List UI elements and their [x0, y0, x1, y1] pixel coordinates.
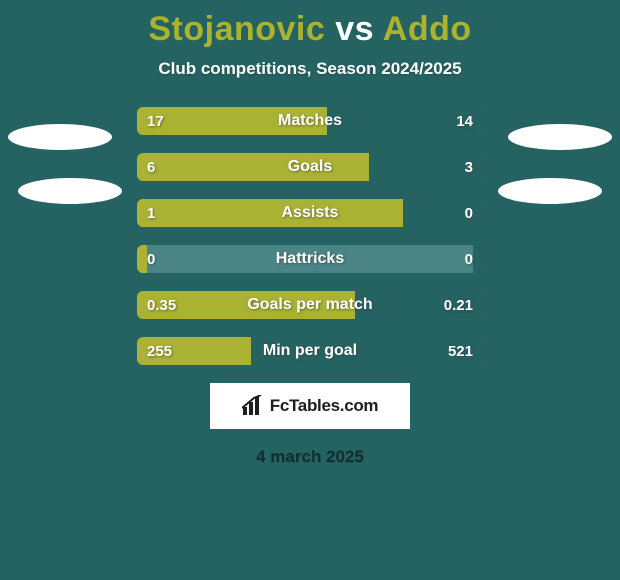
bar-right: [355, 291, 483, 319]
deco-ellipse: [18, 178, 122, 204]
bar-left: [137, 199, 403, 227]
bar-right: [403, 199, 483, 227]
comparison-infographic: Stojanovic vs Addo Club competitions, Se…: [0, 0, 620, 580]
stat-value-left: 0: [147, 245, 155, 273]
date-line: 4 march 2025: [0, 447, 620, 467]
player1-name: Stojanovic: [148, 10, 325, 48]
deco-ellipse: [8, 124, 112, 150]
stat-row: 10Assists: [137, 199, 483, 227]
deco-ellipse: [498, 178, 602, 204]
player2-name: Addo: [383, 10, 472, 48]
bar-right: [369, 153, 483, 181]
bar-right: [327, 107, 483, 135]
bar-left: [137, 245, 147, 273]
stat-row: 1714Matches: [137, 107, 483, 135]
branding-badge: FcTables.com: [210, 383, 410, 429]
branding-chart-icon: [242, 395, 264, 417]
bar-left: [137, 291, 355, 319]
stat-row: 63Goals: [137, 153, 483, 181]
bar-left: [137, 153, 369, 181]
bar-left: [137, 337, 251, 365]
stat-label: Hattricks: [137, 245, 483, 273]
stat-row: 255521Min per goal: [137, 337, 483, 365]
page-title: Stojanovic vs Addo: [0, 0, 620, 49]
deco-ellipse: [508, 124, 612, 150]
stat-row: 0.350.21Goals per match: [137, 291, 483, 319]
bar-left: [137, 107, 327, 135]
bar-right: [251, 337, 483, 365]
vs-word: vs: [335, 10, 374, 48]
subtitle: Club competitions, Season 2024/2025: [0, 59, 620, 79]
branding-text: FcTables.com: [270, 396, 379, 416]
bar-right: [473, 245, 483, 273]
stat-row: 00Hattricks: [137, 245, 483, 273]
